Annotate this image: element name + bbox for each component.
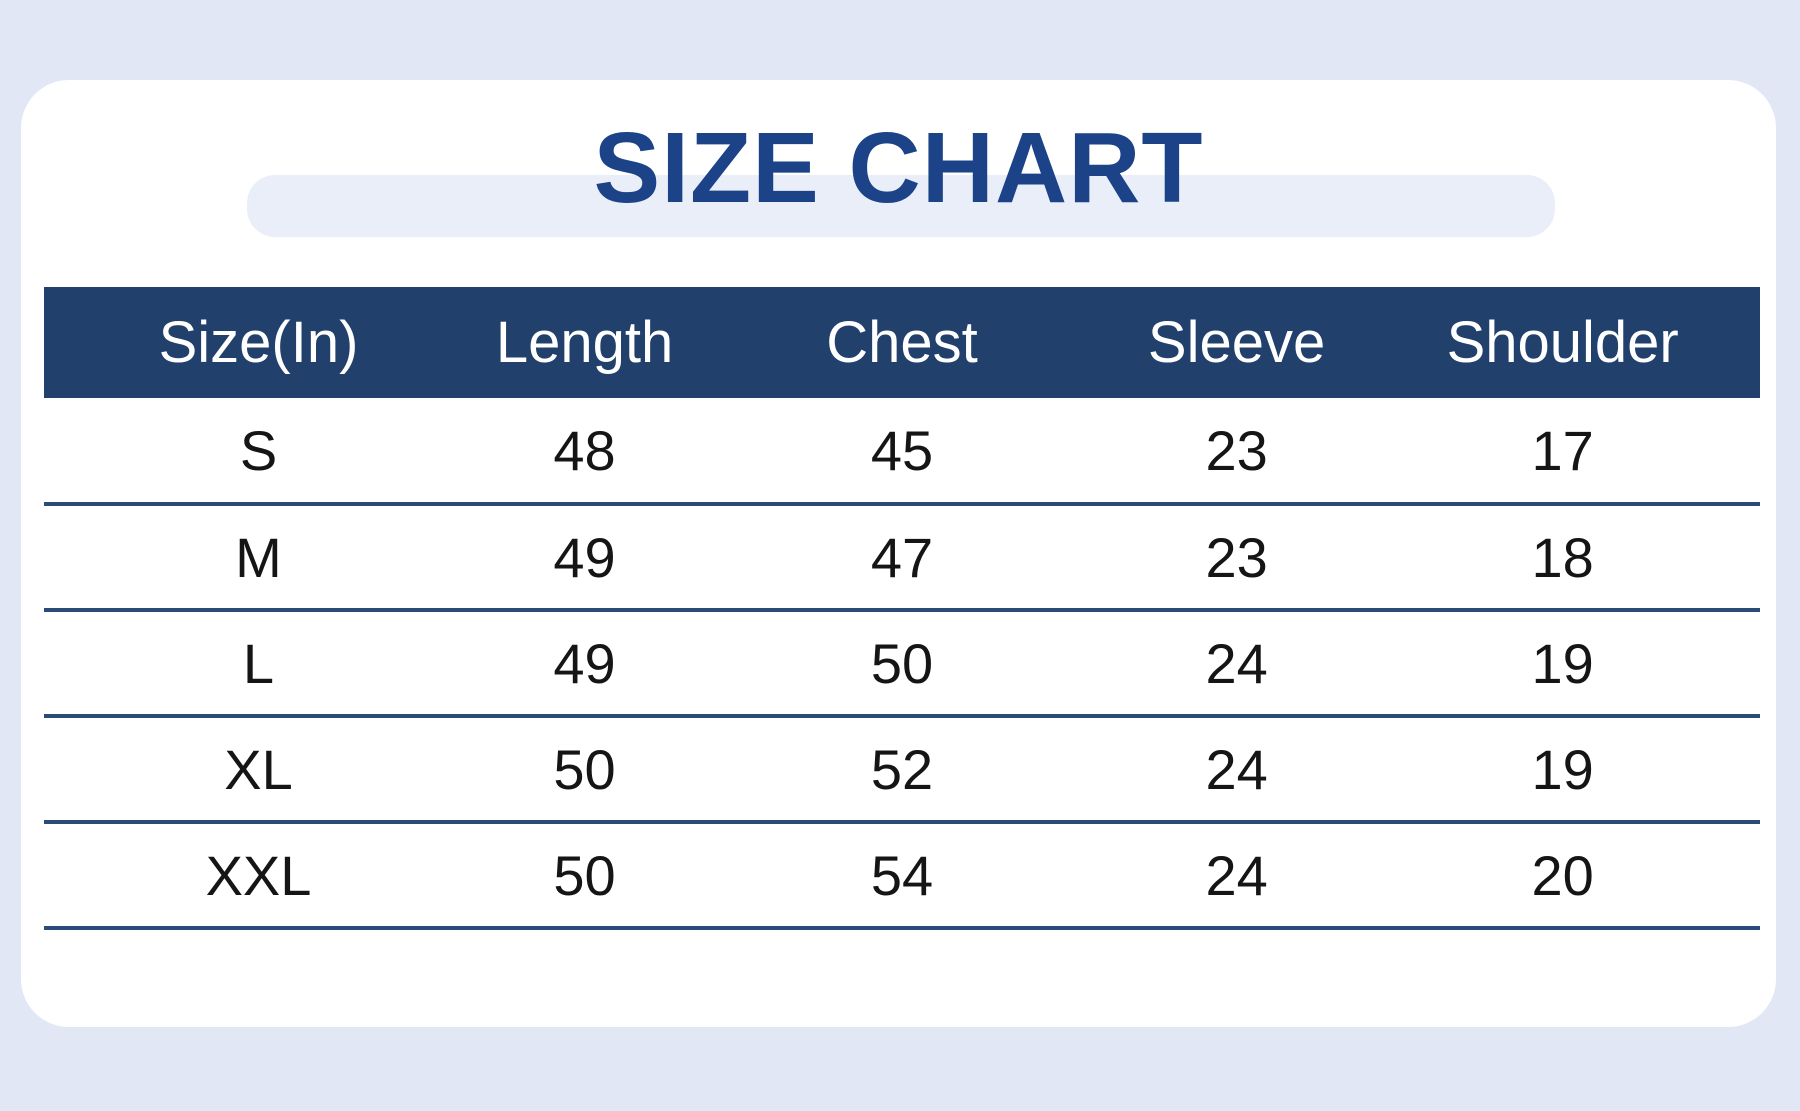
size-chart-table: Size(In) Length Chest Sleeve Shoulder S …: [44, 287, 1760, 930]
cell-length: 50: [473, 822, 697, 930]
cell-sleeve: 24: [1107, 610, 1366, 718]
header-cell-chest: Chest: [826, 310, 978, 375]
cell-shoulder: 20: [1365, 822, 1760, 930]
size-chart-card: SIZE CHART Size(In) Length Chest Sleeve …: [21, 80, 1776, 1027]
cell-length: 48: [473, 398, 697, 506]
header-cell-length: Length: [495, 310, 674, 375]
cell-length: 50: [473, 716, 697, 824]
cell-chest: 50: [696, 610, 1108, 718]
cell-shoulder: 18: [1365, 504, 1760, 612]
header-cell-shoulder: Shoulder: [1446, 310, 1679, 375]
cell-length: 49: [473, 610, 697, 718]
cell-sleeve: 24: [1107, 822, 1366, 930]
cell-size: XL: [44, 716, 473, 824]
cell-shoulder: 17: [1365, 398, 1760, 506]
size-chart-title: SIZE CHART: [593, 112, 1204, 224]
cell-chest: 54: [696, 822, 1108, 930]
table-row-l: L 49 50 24 19: [44, 610, 1760, 718]
cell-size: S: [44, 398, 473, 506]
cell-size: L: [44, 610, 473, 718]
title-highlight-bar: [247, 175, 1555, 237]
header-cell-sleeve: Sleeve: [1147, 310, 1326, 375]
header-cell-size: Size(In): [158, 310, 359, 375]
table-header-row: Size(In) Length Chest Sleeve Shoulder: [44, 287, 1760, 398]
table-row-xxl: XXL 50 54 24 20: [44, 822, 1760, 930]
cell-shoulder: 19: [1365, 610, 1760, 718]
table-row-m: M 49 47 23 18: [44, 504, 1760, 612]
cell-sleeve: 24: [1107, 716, 1366, 824]
cell-size: XXL: [44, 822, 473, 930]
cell-shoulder: 19: [1365, 716, 1760, 824]
cell-chest: 52: [696, 716, 1108, 824]
table-row-s: S 48 45 23 17: [44, 398, 1760, 506]
cell-sleeve: 23: [1107, 504, 1366, 612]
cell-chest: 47: [696, 504, 1108, 612]
cell-length: 49: [473, 504, 697, 612]
table-row-xl: XL 50 52 24 19: [44, 716, 1760, 824]
cell-sleeve: 23: [1107, 398, 1366, 506]
cell-size: M: [44, 504, 473, 612]
cell-chest: 45: [696, 398, 1108, 506]
